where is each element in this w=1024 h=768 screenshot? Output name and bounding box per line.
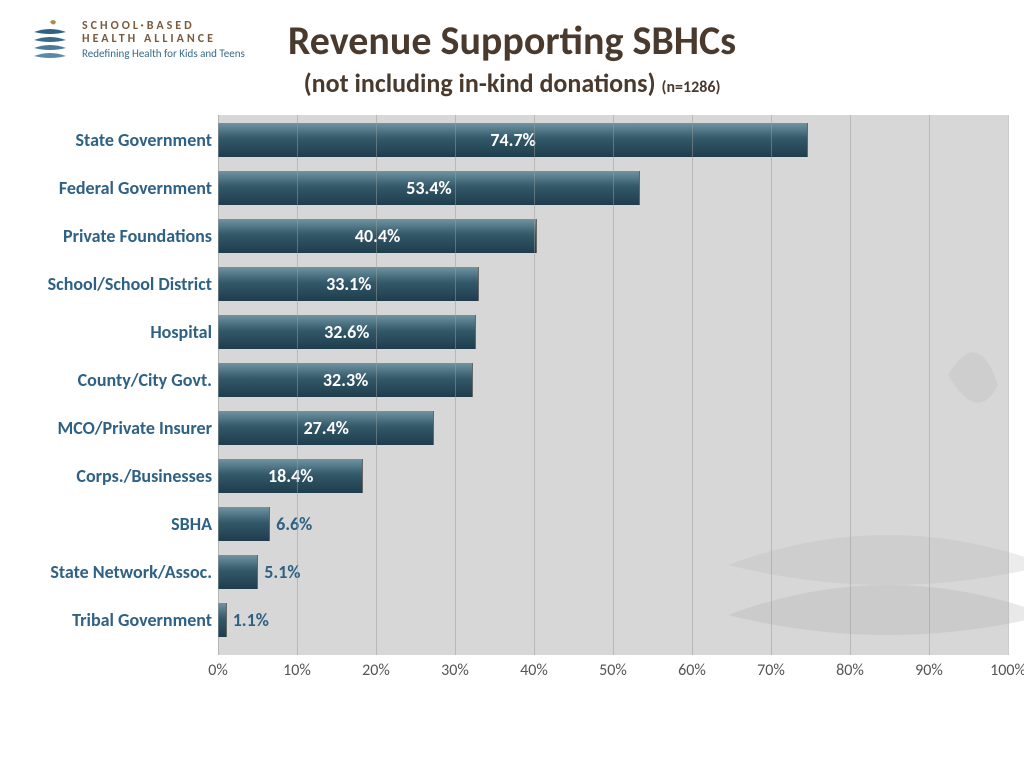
bar — [218, 507, 270, 541]
bar-value-label: 33.1% — [326, 273, 371, 295]
category-label: State Network/Assoc. — [0, 561, 212, 583]
slide-title: Revenue Supporting SBHCs — [0, 16, 1024, 65]
x-axis: 0%10%20%30%40%50%60%70%80%90%100% — [218, 655, 1008, 695]
x-tick-label: 60% — [678, 661, 706, 680]
bar — [218, 555, 258, 589]
x-tick-label: 90% — [915, 661, 943, 680]
category-label: Corps./Businesses — [0, 465, 212, 487]
x-tick-label: 70% — [757, 661, 785, 680]
chart: State Government Federal Government Privat… — [0, 115, 1024, 755]
x-tick-label: 10% — [283, 661, 311, 680]
bar-value-label: 40.4% — [355, 225, 400, 247]
x-tick-label: 100% — [990, 661, 1024, 680]
category-label: Federal Government — [0, 177, 212, 199]
bar-value-label: 1.1% — [233, 609, 269, 631]
category-label: Private Foundations — [0, 225, 212, 247]
category-label: MCO/Private Insurer — [0, 417, 212, 439]
subtitle-main: (not including in-kind donations) — [304, 67, 656, 99]
bar-value-label: 5.1% — [264, 561, 300, 583]
x-tick-label: 30% — [441, 661, 469, 680]
x-tick-label: 0% — [208, 661, 228, 680]
category-label: School/School District — [0, 273, 212, 295]
bar-value-label: 32.3% — [323, 369, 368, 391]
category-label: County/City Govt. — [0, 369, 212, 391]
x-tick-label: 20% — [362, 661, 390, 680]
x-tick-label: 40% — [520, 661, 548, 680]
category-label: Hospital — [0, 321, 212, 343]
slide-subtitle: (not including in-kind donations) (n=128… — [0, 67, 1024, 99]
bars-layer: 74.7% 53.4% 40.4% 33.1% 32.6% 32.3% 27.4% 18.4%… — [218, 115, 1008, 655]
bar-value-label: 53.4% — [406, 177, 451, 199]
bar-value-label: 74.7% — [490, 129, 535, 151]
bar-value-label: 32.6% — [324, 321, 369, 343]
bar-value-label: 18.4% — [268, 465, 313, 487]
slide: SCHOOL·BASED HEALTH ALLIANCE Redefining … — [0, 0, 1024, 768]
bar — [218, 603, 227, 637]
bar-value-label: 27.4% — [304, 417, 349, 439]
gridline — [1008, 115, 1009, 655]
category-label: Tribal Government — [0, 609, 212, 631]
x-tick-label: 80% — [836, 661, 864, 680]
category-label: SBHA — [0, 513, 212, 535]
subtitle-n: (n=1286) — [661, 78, 720, 97]
y-axis-labels: State Government Federal Government Privat… — [0, 115, 218, 655]
category-label: State Government — [0, 129, 212, 151]
title-block: Revenue Supporting SBHCs (not including … — [0, 16, 1024, 99]
x-tick-label: 50% — [599, 661, 627, 680]
bar-value-label: 6.6% — [276, 513, 312, 535]
